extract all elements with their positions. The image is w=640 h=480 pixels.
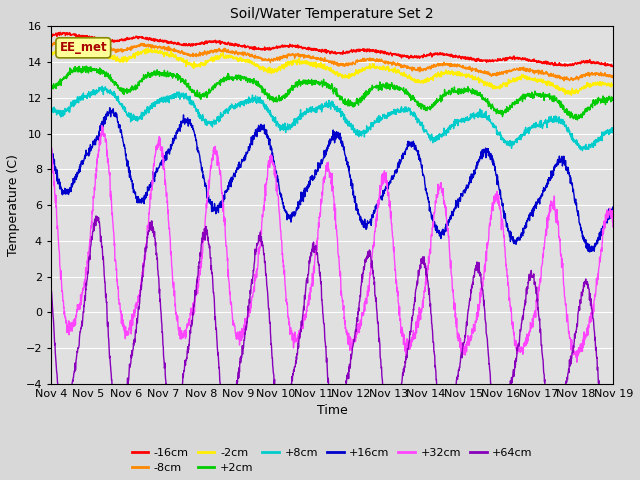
-2cm [321,63,328,69]
-8cm [306,54,314,60]
+32cm [98,123,106,129]
-16cm [609,64,616,70]
-2cm [568,93,575,98]
+32cm [593,276,601,282]
+8cm [99,84,106,89]
+16cm [76,164,84,169]
+2cm [593,96,601,102]
Title: Soil/Water Temperature Set 2: Soil/Water Temperature Set 2 [230,7,434,21]
+2cm [76,68,84,73]
Y-axis label: Temperature (C): Temperature (C) [7,154,20,256]
-2cm [76,43,84,49]
-2cm [609,84,617,90]
+16cm [609,208,617,214]
X-axis label: Time: Time [317,405,348,418]
+8cm [609,126,617,132]
-8cm [68,35,76,41]
-16cm [76,33,84,39]
+64cm [76,332,84,337]
+2cm [321,82,328,88]
+32cm [573,360,580,365]
+64cm [387,432,394,438]
+32cm [47,142,55,147]
-16cm [321,48,328,53]
+16cm [47,144,55,150]
Line: +16cm: +16cm [51,108,613,252]
-16cm [47,32,55,37]
+2cm [490,106,498,111]
Legend: -16cm, -8cm, -2cm, +2cm, +8cm, +16cm, +32cm, +64cm: -16cm, -8cm, -2cm, +2cm, +8cm, +16cm, +3… [127,443,537,478]
+8cm [594,137,602,143]
+2cm [306,78,314,84]
-2cm [47,51,55,57]
+8cm [321,100,328,106]
+64cm [321,335,328,340]
-16cm [306,46,314,51]
Text: EE_met: EE_met [60,41,107,54]
+32cm [490,193,498,199]
+8cm [76,94,84,100]
-8cm [490,72,498,78]
Line: +8cm: +8cm [51,86,613,151]
+2cm [594,100,602,106]
+32cm [321,177,328,182]
Line: -8cm: -8cm [51,38,613,81]
-16cm [593,60,601,66]
Line: +32cm: +32cm [51,126,613,362]
+16cm [106,105,114,110]
-2cm [594,79,602,85]
+16cm [306,182,314,188]
+8cm [306,108,314,114]
-8cm [321,55,328,60]
+2cm [83,63,90,69]
-2cm [306,62,314,68]
Line: +64cm: +64cm [51,216,613,435]
-8cm [593,70,601,76]
-8cm [560,78,568,84]
+16cm [586,249,593,255]
+2cm [47,83,55,89]
+2cm [573,117,581,123]
+64cm [594,364,602,370]
-8cm [47,42,55,48]
+32cm [609,223,617,229]
+16cm [321,154,328,160]
Line: -2cm: -2cm [51,43,613,96]
+8cm [593,138,601,144]
+16cm [490,161,498,167]
Line: -16cm: -16cm [51,32,613,67]
+32cm [76,304,84,310]
+64cm [593,367,601,373]
+8cm [490,125,498,131]
+64cm [306,254,314,260]
+16cm [593,241,601,247]
-16cm [609,63,617,69]
-8cm [609,74,617,80]
+8cm [579,148,586,154]
+32cm [306,297,314,302]
+32cm [594,275,602,281]
+64cm [490,413,498,419]
-16cm [593,60,601,66]
+64cm [609,416,617,421]
Line: +2cm: +2cm [51,66,613,120]
+16cm [594,240,602,246]
+8cm [47,102,55,108]
-8cm [594,71,602,77]
-16cm [56,29,64,35]
-2cm [65,40,72,46]
+2cm [609,96,617,102]
-2cm [593,79,601,85]
-8cm [76,38,84,44]
-2cm [490,83,498,89]
+64cm [92,213,100,219]
-16cm [490,58,498,63]
+64cm [47,278,55,284]
